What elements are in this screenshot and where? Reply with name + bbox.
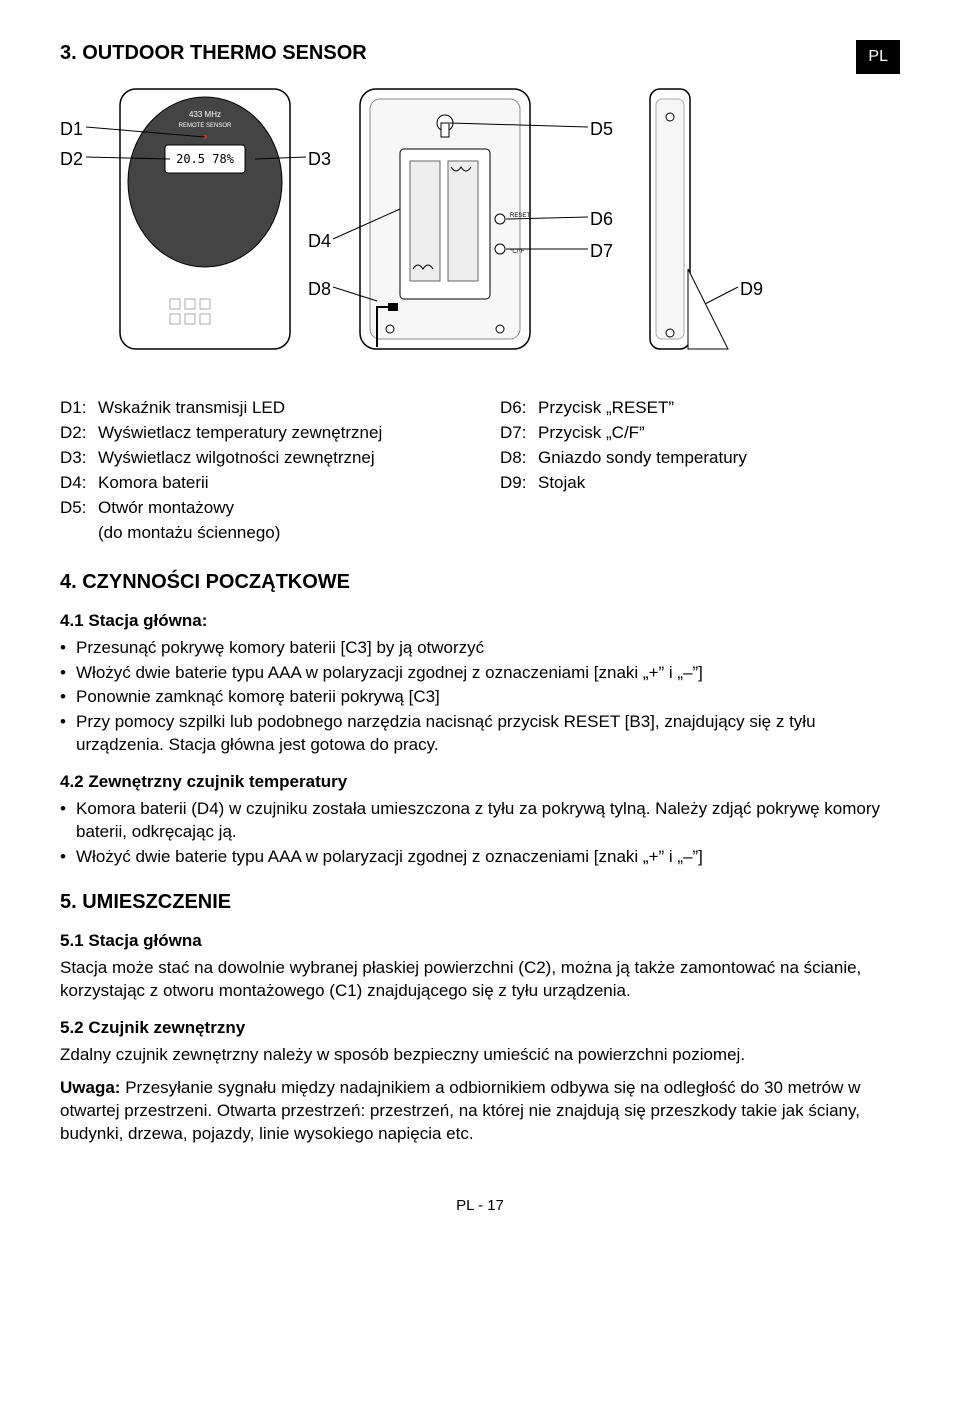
section-3-title: 3. OUTDOOR THERMO SENSOR (60, 40, 900, 67)
uwaga-text: Przesyłanie sygnału między nadajnikiem a… (60, 1078, 860, 1143)
sec-4-2-list: Komora baterii (D4) w czujniku została u… (60, 798, 900, 869)
list-item: Włożyć dwie baterie typu AAA w polaryzac… (60, 662, 900, 685)
label-d3: D3 (308, 147, 331, 171)
label-d5: D5 (590, 117, 613, 141)
uwaga-label: Uwaga: (60, 1078, 120, 1097)
label-d1: D1 (60, 117, 83, 141)
list-item: Przesunąć pokrywę komory baterii [C3] by… (60, 637, 900, 660)
sec-5-1-body: Stacja może stać na dowolnie wybranej pł… (60, 957, 900, 1003)
uwaga-paragraph: Uwaga: Przesyłanie sygnału między nadajn… (60, 1077, 900, 1146)
svg-text:REMOTE SENSOR: REMOTE SENSOR (179, 123, 232, 129)
svg-text:20.5 78%: 20.5 78% (176, 152, 235, 166)
sec-5-2-head: 5.2 Czujnik zewnętrzny (60, 1017, 900, 1040)
sec-4-1-list: Przesunąć pokrywę komory baterii [C3] by… (60, 637, 900, 758)
page-number: PL - 17 (60, 1196, 900, 1216)
legend-val: Wskaźnik transmisji LED (98, 397, 285, 420)
sec-5-1-head: 5.1 Stacja główna (60, 930, 900, 953)
list-item: Ponownie zamknąć komorę baterii pokrywą … (60, 686, 900, 709)
svg-text:°C/°F: °C/°F (510, 249, 525, 255)
label-d8: D8 (308, 277, 331, 301)
label-d9: D9 (740, 277, 763, 301)
legend-key: D1: (60, 397, 98, 420)
sensor-diagram: D1 D2 D3 D4 D5 D6 D7 D8 D9 433 MHz REMOT… (60, 79, 900, 369)
label-d2: D2 (60, 147, 83, 171)
diagram-legend: D1:Wskaźnik transmisji LED D2:Wyświetlac… (60, 397, 900, 545)
sec-4-1-head: 4.1 Stacja główna: (60, 610, 900, 633)
label-d6: D6 (590, 207, 613, 231)
list-item: Komora baterii (D4) w czujniku została u… (60, 798, 900, 844)
label-d7: D7 (590, 239, 613, 263)
language-tab: PL (856, 40, 900, 74)
section-4-title: 4. CZYNNOŚCI POCZĄTKOWE (60, 569, 900, 596)
sensor-svg: 433 MHz REMOTE SENSOR 20.5 78% (60, 79, 900, 369)
label-d4: D4 (308, 229, 331, 253)
legend-subnote: (do montażu ściennego) (98, 522, 460, 545)
sec-5-2-body: Zdalny czujnik zewnętrzny należy w sposó… (60, 1044, 900, 1067)
list-item: Przy pomocy szpilki lub podobnego narzęd… (60, 711, 900, 757)
list-item: Włożyć dwie baterie typu AAA w polaryzac… (60, 846, 900, 869)
sec-4-2-head: 4.2 Zewnętrzny czujnik temperatury (60, 771, 900, 794)
section-5-title: 5. UMIESZCZENIE (60, 889, 900, 916)
svg-text:433 MHz: 433 MHz (189, 110, 221, 119)
